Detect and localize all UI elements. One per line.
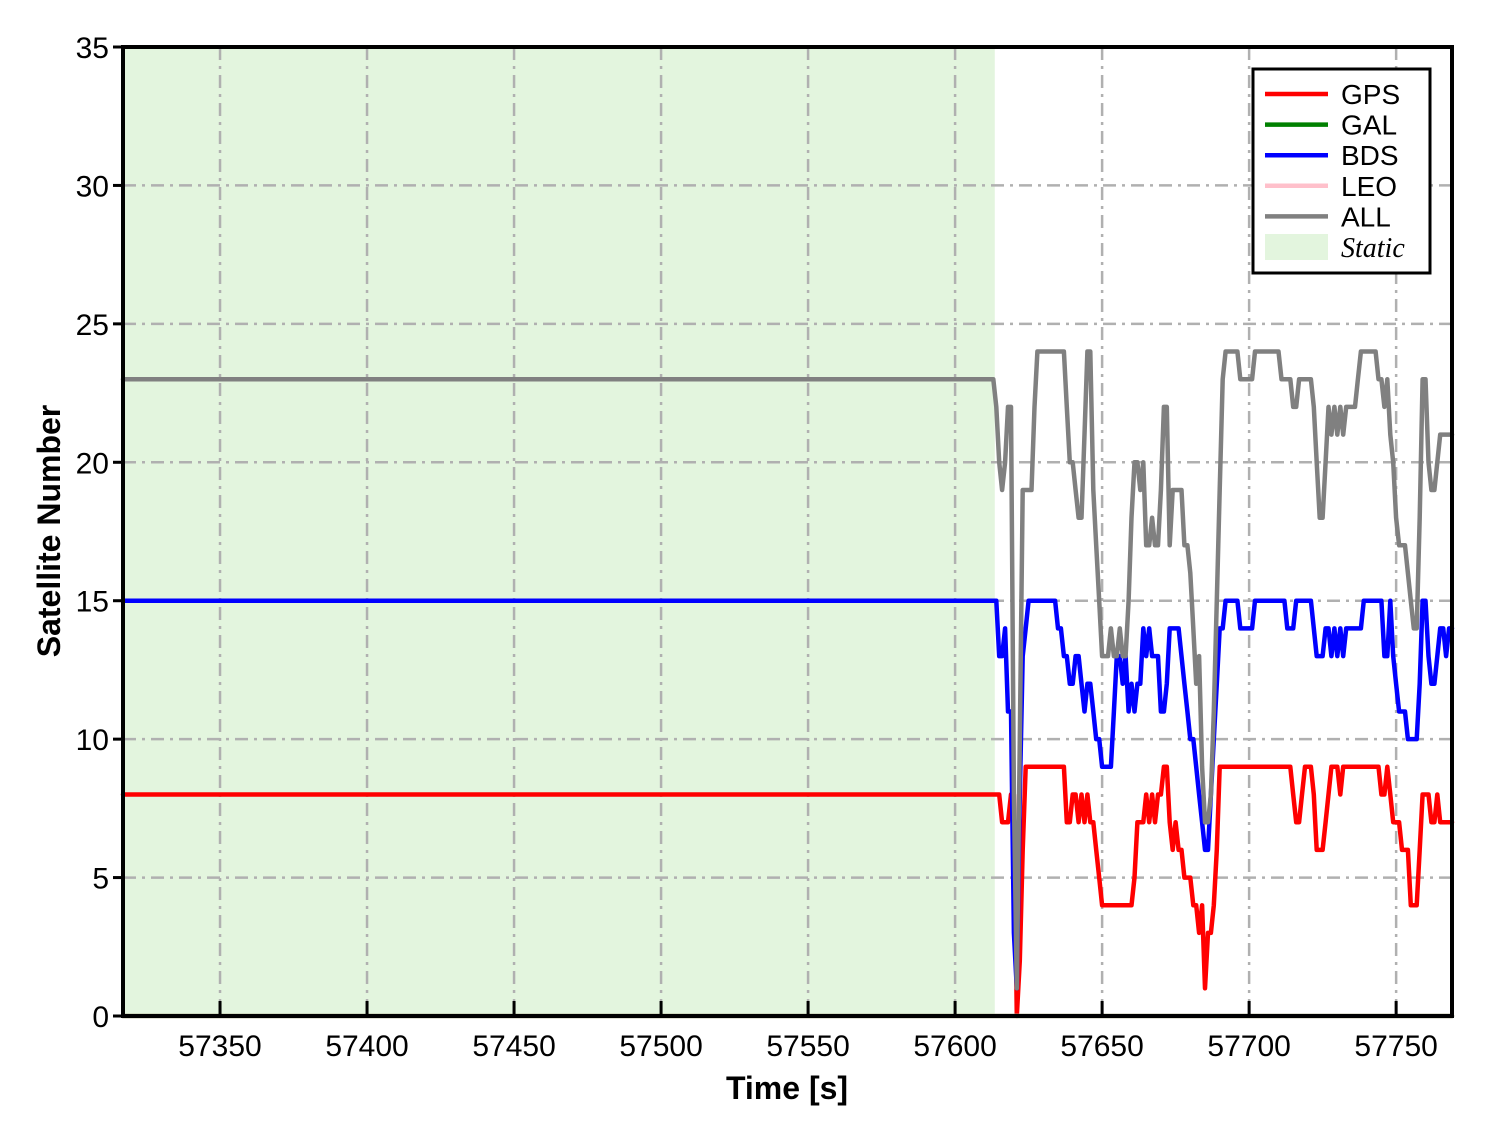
- y-axis-label: Satellite Number: [31, 405, 67, 658]
- x-axis-label: Time [s]: [726, 1070, 848, 1106]
- x-tick-label: 57600: [913, 1030, 996, 1063]
- legend-patch-static: [1265, 234, 1328, 260]
- legend-entry-bds: BDS: [1265, 140, 1399, 171]
- x-tick-label: 57750: [1354, 1030, 1437, 1063]
- x-tick-label: 57500: [619, 1030, 702, 1063]
- tick-layer: [113, 45, 1398, 1018]
- legend-entry-all: ALL: [1265, 201, 1391, 232]
- x-tick-label: 57350: [178, 1030, 261, 1063]
- y-tick-label: 0: [92, 1001, 109, 1034]
- x-tick-label: 57400: [325, 1030, 408, 1063]
- y-tick-label: 30: [76, 170, 109, 203]
- legend-entry-static: Static: [1265, 233, 1405, 264]
- y-tick-label: 15: [76, 586, 109, 619]
- legend-label-static: Static: [1341, 233, 1405, 264]
- legend-label-leo: LEO: [1341, 171, 1397, 202]
- tick-label-layer: 57350 57400 57450 57500 57550 57600 57650 57700…: [76, 32, 1438, 1063]
- y-tick-label: 20: [76, 447, 109, 480]
- legend-label-all: ALL: [1341, 201, 1391, 232]
- legend-label-gps: GPS: [1341, 79, 1400, 110]
- legend-entry-leo: LEO: [1265, 171, 1397, 202]
- legend-entry-gal: GAL: [1265, 110, 1397, 141]
- y-tick-label: 10: [76, 724, 109, 757]
- legend-label-bds: BDS: [1341, 140, 1399, 171]
- y-tick-label: 35: [76, 32, 109, 65]
- plot-frame: [121, 45, 1454, 1018]
- series-line-gps: [120, 764, 1455, 1019]
- x-tick-label: 57450: [472, 1030, 555, 1063]
- legend-label-gal: GAL: [1341, 110, 1397, 141]
- x-tick-label: 57550: [766, 1030, 849, 1063]
- series-line-bds: [120, 598, 1455, 991]
- x-tick-label: 57650: [1060, 1030, 1143, 1063]
- x-tick-label: 57700: [1207, 1030, 1290, 1063]
- static-region: [123, 47, 995, 1016]
- static-region-layer: [123, 47, 995, 1016]
- legend-entry-gps: GPS: [1265, 79, 1400, 110]
- series-line-all: [120, 349, 1455, 991]
- y-tick-label: 5: [92, 863, 109, 896]
- y-tick-label: 25: [76, 309, 109, 342]
